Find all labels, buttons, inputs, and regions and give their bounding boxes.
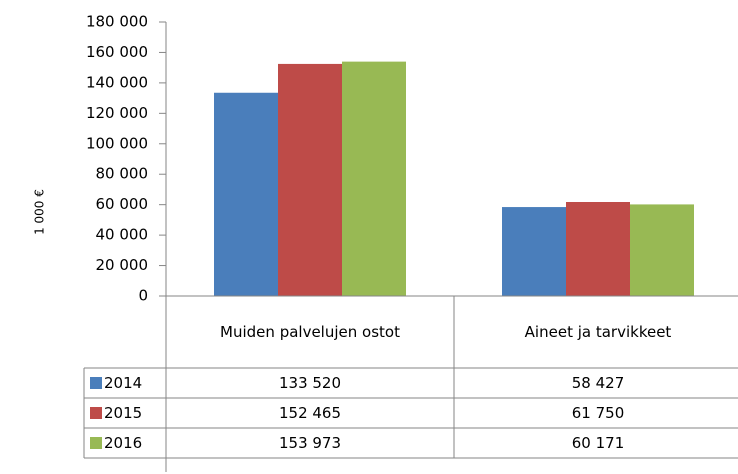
- legend-swatch: [90, 377, 102, 389]
- y-tick-label: 120 000: [86, 104, 148, 122]
- bar: [630, 204, 694, 296]
- table-value: 152 465: [278, 404, 342, 422]
- legend-label: 2015: [104, 404, 143, 422]
- y-tick-label: 180 000: [86, 13, 148, 31]
- legend-label: 2016: [104, 434, 143, 452]
- y-tick-label: 0: [138, 287, 148, 305]
- y-tick-label: 140 000: [86, 73, 148, 91]
- y-tick-label: 100 000: [86, 134, 148, 152]
- y-tick-label: 60 000: [96, 195, 149, 213]
- table-value: 60 171: [571, 434, 625, 452]
- y-tick-label: 80 000: [96, 165, 149, 183]
- category-label: Muiden palvelujen ostot: [220, 323, 400, 341]
- legend-swatch: [90, 437, 102, 449]
- table-value: 133 520: [278, 374, 342, 392]
- y-tick-label: 20 000: [96, 256, 149, 274]
- bar: [502, 207, 566, 296]
- table-value: 61 750: [571, 404, 625, 422]
- y-axis-label: 1 000 €: [33, 189, 47, 235]
- y-tick-label: 160 000: [86, 43, 148, 61]
- y-tick-label: 40 000: [96, 226, 149, 244]
- bar: [566, 202, 630, 296]
- legend-swatch: [90, 407, 102, 419]
- table-value: 58 427: [571, 374, 625, 392]
- bar: [214, 92, 278, 296]
- table-value: 153 973: [278, 434, 342, 452]
- category-label: Aineet ja tarvikkeet: [524, 323, 672, 341]
- bar: [342, 61, 406, 296]
- legend-label: 2014: [104, 374, 143, 392]
- bar: [278, 63, 342, 296]
